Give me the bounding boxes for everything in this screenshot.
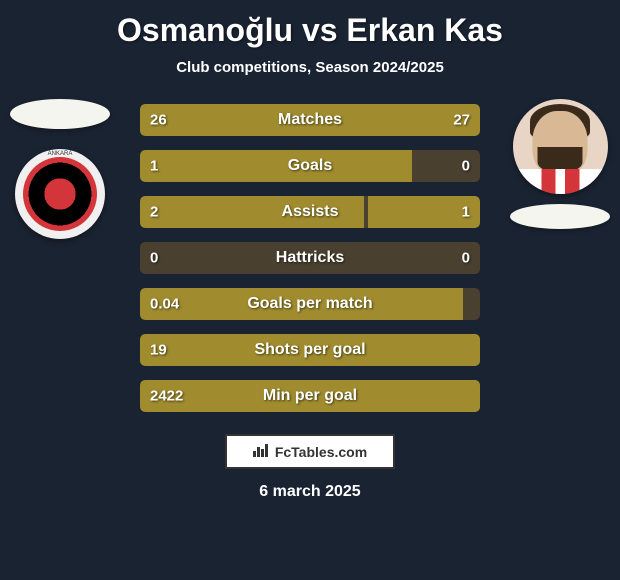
brand-label: FcTables.com (275, 444, 367, 460)
stat-value-left: 2 (150, 204, 158, 221)
stat-row: 19 Shots per goal (140, 334, 480, 366)
stat-label: Shots per goal (254, 341, 365, 359)
stats-container: 26 Matches 27 1 Goals 0 2 Assists 1 0 Hattricks 0 0.… (140, 104, 480, 412)
stat-value-right: 0 (462, 250, 470, 267)
page-title: Osmanoğlu vs Erkan Kas (0, 0, 620, 49)
player-left-block: ANKARA (10, 99, 110, 239)
stat-value-right: 0 (462, 158, 470, 175)
stat-label: Goals (288, 157, 332, 175)
club-badge-left: ANKARA (15, 149, 105, 239)
stat-label: Assists (282, 203, 339, 221)
comparison-area: ANKARA 26 Matches 27 1 Goals 0 2 Assists 1 0 Hattr… (0, 104, 620, 412)
stat-row: 1 Goals 0 (140, 150, 480, 182)
stat-value-left: 26 (150, 112, 167, 129)
chart-icon (253, 443, 269, 460)
brand-badge[interactable]: FcTables.com (225, 434, 395, 469)
player-left-name-oval (10, 99, 110, 129)
stat-row: 0 Hattricks 0 (140, 242, 480, 274)
stat-row: 2422 Min per goal (140, 380, 480, 412)
stat-row: 2 Assists 1 (140, 196, 480, 228)
stat-value-left: 2422 (150, 388, 183, 405)
stat-value-right: 27 (453, 112, 470, 129)
player-right-block (510, 99, 610, 229)
player-jersey (513, 169, 608, 194)
stat-label: Matches (278, 111, 342, 129)
stat-value-left: 1 (150, 158, 158, 175)
stat-fill-left (140, 150, 412, 182)
player-right-name-oval (510, 204, 610, 229)
stat-row: 0.04 Goals per match (140, 288, 480, 320)
stat-label: Min per goal (263, 387, 357, 405)
stat-value-left: 19 (150, 342, 167, 359)
club-badge-emblem (23, 157, 97, 231)
player-photo-right (513, 99, 608, 194)
stat-row: 26 Matches 27 (140, 104, 480, 136)
stat-value-right: 1 (462, 204, 470, 221)
stat-value-left: 0 (150, 250, 158, 267)
subtitle: Club competitions, Season 2024/2025 (0, 59, 620, 76)
stat-value-left: 0.04 (150, 296, 179, 313)
footer-date: 6 march 2025 (0, 483, 620, 501)
stat-label: Hattricks (276, 249, 344, 267)
stat-label: Goals per match (247, 295, 372, 313)
